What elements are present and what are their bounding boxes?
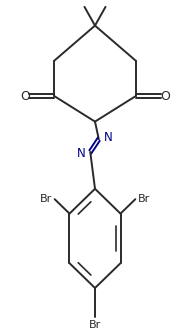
Text: O: O	[20, 89, 30, 103]
Text: Br: Br	[89, 320, 101, 330]
Text: O: O	[160, 89, 170, 103]
Text: Br: Br	[40, 194, 52, 204]
Text: Br: Br	[138, 194, 150, 204]
Text: N: N	[104, 131, 112, 144]
Text: N: N	[77, 147, 86, 160]
